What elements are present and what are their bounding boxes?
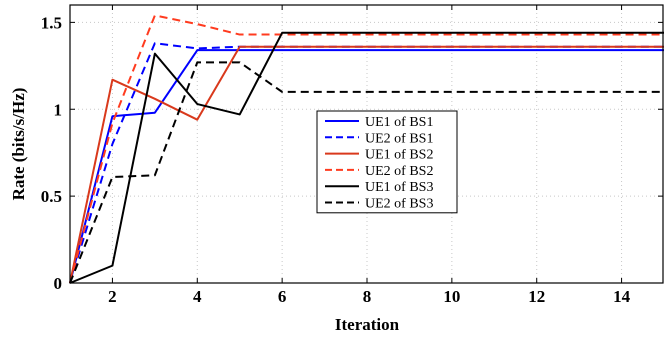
legend-label: UE1 of BS3 — [365, 180, 433, 195]
y-tick-label: 1 — [54, 100, 63, 119]
series-line-6 — [69, 61, 664, 284]
y-tick-label: 0.5 — [41, 187, 62, 206]
y-axis-label: Rate (bits/s/Hz) — [9, 88, 28, 201]
series-line-5 — [69, 31, 664, 284]
y-tick-label: 0 — [54, 274, 63, 293]
legend-label: UE1 of BS2 — [365, 148, 433, 163]
x-tick-label: 14 — [613, 287, 631, 306]
legend-label: UE2 of BS1 — [365, 131, 433, 146]
x-axis-label: Iteration — [335, 315, 400, 334]
axis-ticks: 2 4 6 8 10 12 14 0 0.5 1 1.5 — [41, 5, 663, 306]
series-line-3 — [69, 45, 664, 284]
x-tick-label: 2 — [108, 287, 117, 306]
series-line-1 — [69, 49, 664, 284]
legend-label: UE2 of BS2 — [365, 164, 433, 179]
series-lines — [69, 14, 664, 284]
x-tick-label: 10 — [443, 287, 460, 306]
series-line-4 — [69, 14, 664, 284]
x-tick-label: 12 — [528, 287, 545, 306]
legend-label: UE2 of BS3 — [365, 197, 433, 212]
legend-label: UE1 of BS1 — [365, 115, 433, 130]
legend-box — [316, 110, 458, 214]
y-tick-label: 1.5 — [41, 13, 62, 32]
x-tick-label: 4 — [193, 287, 202, 306]
x-tick-label: 8 — [363, 287, 372, 306]
x-tick-label: 6 — [278, 287, 287, 306]
